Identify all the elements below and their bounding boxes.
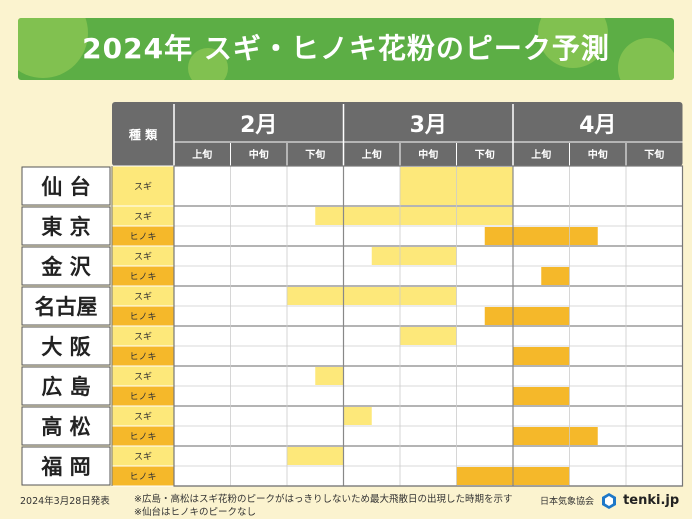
tenki-logo: tenki.jp <box>600 490 679 510</box>
tenki-brand: tenki.jp <box>623 493 680 508</box>
month-label: 4月 <box>579 113 616 138</box>
city-name: 大 阪 <box>41 335 91 359</box>
chart-title: 2024年 スギ・ヒノキ花粉のピーク予測 <box>82 32 610 65</box>
period-label: 中旬 <box>249 148 269 161</box>
species-label: ヒノキ <box>129 272 156 283</box>
period-label: 上旬 <box>531 148 551 161</box>
peak-bar-sugi <box>315 207 513 225</box>
footnote-2: ※仙台はヒノキのピークなし <box>134 507 256 518</box>
peak-bar-hinoki <box>513 347 570 365</box>
species-label: ヒノキ <box>129 352 156 363</box>
species-label: スギ <box>134 412 152 423</box>
peak-bar-hinoki <box>513 427 598 445</box>
peak-bar-sugi <box>343 407 372 425</box>
species-label: スギ <box>134 332 152 343</box>
species-label-cell <box>111 165 175 207</box>
city-cell <box>21 446 111 486</box>
period-label: 中旬 <box>418 148 438 161</box>
peak-bar-hinoki <box>541 267 570 285</box>
header-background <box>112 102 683 166</box>
city-name: 福 岡 <box>40 455 90 479</box>
city-name: 仙 台 <box>41 175 90 199</box>
period-label: 中旬 <box>588 148 608 161</box>
species-label: スギ <box>134 452 152 463</box>
publish-date: 2024年3月28日発表 <box>20 496 110 507</box>
grid-border <box>173 165 684 487</box>
city-name: 広 島 <box>41 375 90 399</box>
city-cell <box>21 366 111 406</box>
city-cell <box>21 206 111 246</box>
period-label: 上旬 <box>362 148 382 161</box>
peak-bar-sugi <box>400 327 457 345</box>
month-label: 3月 <box>410 113 447 138</box>
species-label: スギ <box>134 212 152 223</box>
peak-bar-hinoki <box>484 227 598 245</box>
city-cell <box>21 286 111 326</box>
species-label: スギ <box>134 292 152 303</box>
city-cell <box>21 406 111 446</box>
type-header-label: 種 類 <box>129 127 158 142</box>
city-cell <box>21 166 111 206</box>
species-label: スギ <box>134 252 152 263</box>
period-label: 下旬 <box>305 148 325 161</box>
footnote-1: ※広島・高松はスギ花粉のピークがはっきりしないため最大飛散日の出現した時期を示す <box>134 494 513 505</box>
city-cell <box>21 326 111 366</box>
period-label: 上旬 <box>192 148 212 161</box>
city-name: 東 京 <box>41 215 90 239</box>
species-label: ヒノキ <box>129 312 156 323</box>
peak-bar-hinoki <box>513 387 570 405</box>
species-label: スギ <box>134 372 152 383</box>
species-label: スギ <box>134 182 152 193</box>
species-label: ヒノキ <box>129 232 156 243</box>
city-name: 名古屋 <box>35 295 98 319</box>
peak-bar-sugi <box>371 247 457 265</box>
city-cell <box>21 246 111 286</box>
period-label: 下旬 <box>644 148 664 161</box>
org-name: 日本気象協会 <box>540 497 595 507</box>
tenki-logo-icon <box>602 492 616 509</box>
peak-bar-hinoki <box>484 307 570 325</box>
peak-bar-sugi <box>315 367 344 385</box>
species-label: ヒノキ <box>129 432 156 443</box>
city-name: 金 沢 <box>40 255 91 279</box>
period-label: 下旬 <box>475 148 495 161</box>
species-label: ヒノキ <box>129 392 156 403</box>
peak-bar-sugi <box>287 287 457 305</box>
city-name: 高 松 <box>41 415 90 439</box>
peak-bar-sugi <box>287 447 344 465</box>
month-label: 2月 <box>240 113 277 138</box>
title-banner: 2024年 スギ・ヒノキ花粉のピーク予測 <box>18 18 674 80</box>
species-label: ヒノキ <box>129 472 156 483</box>
